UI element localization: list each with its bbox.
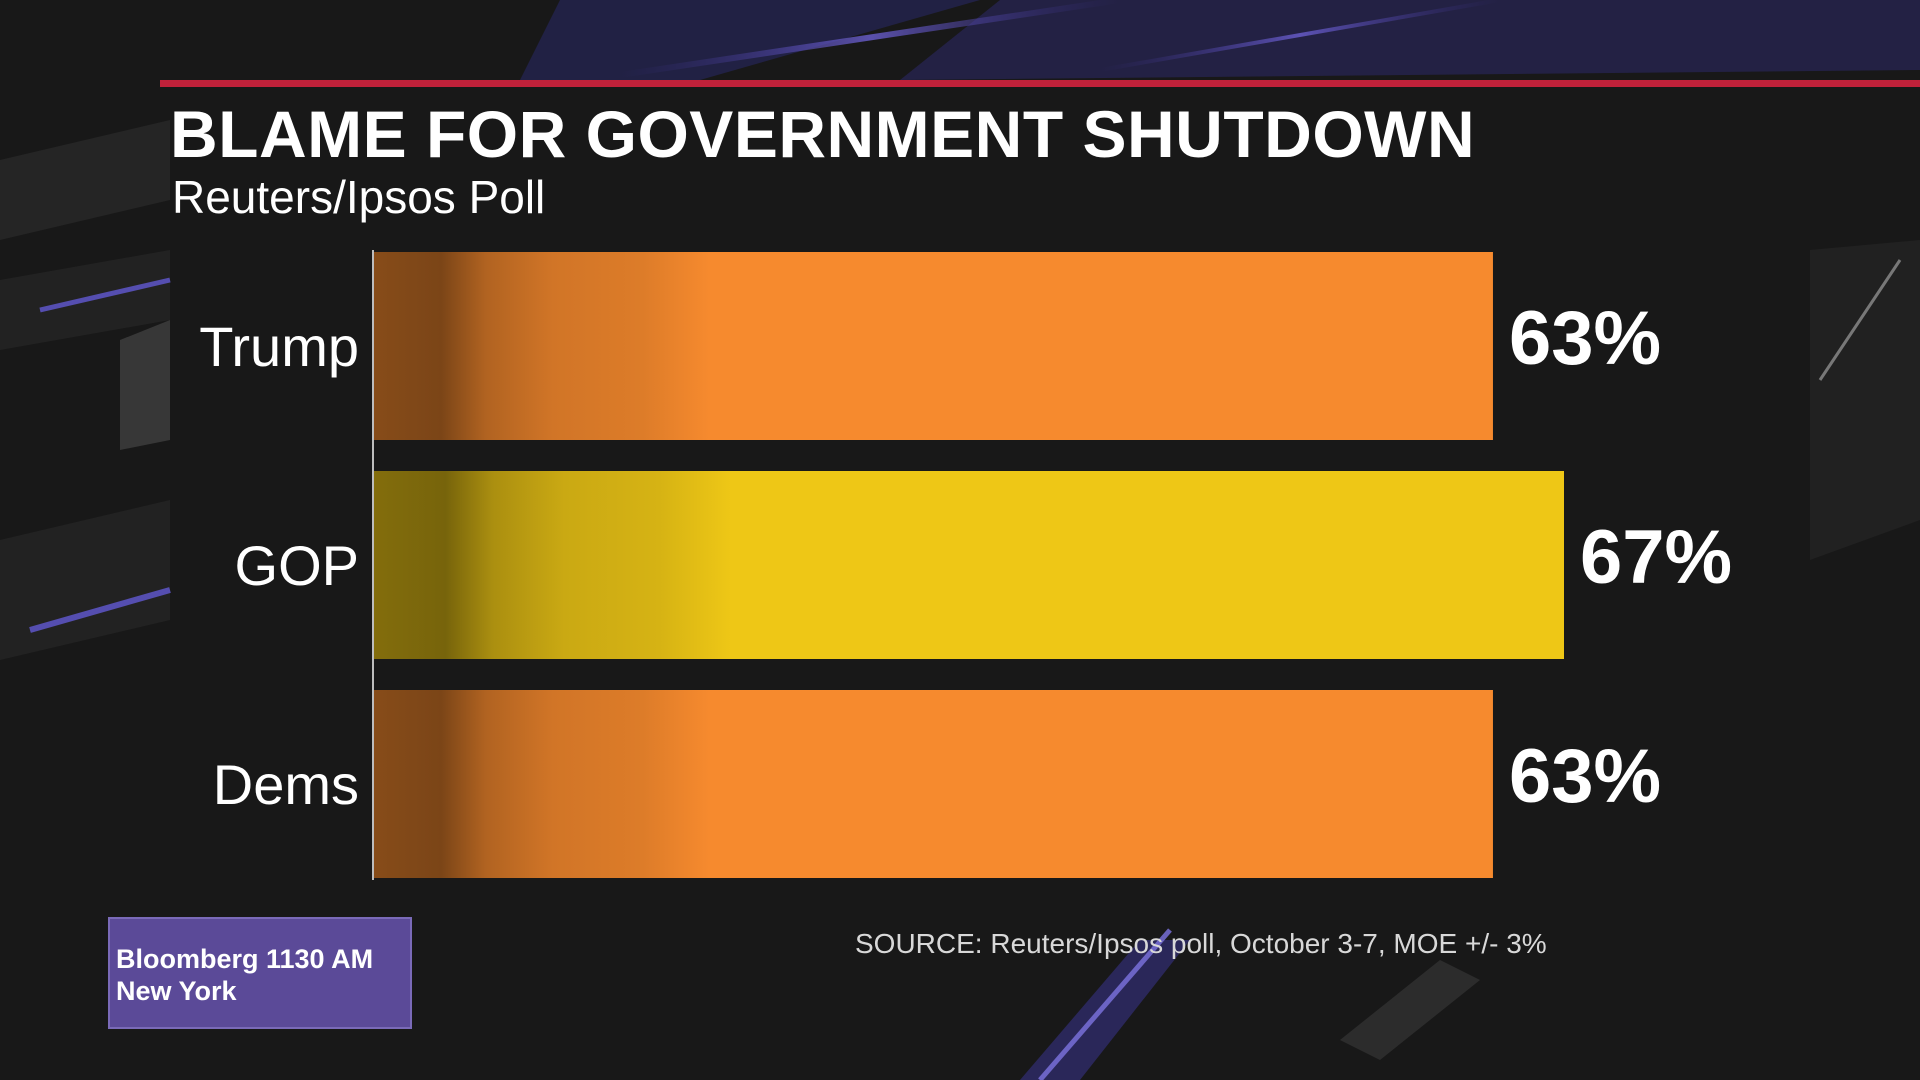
station-bug: Bloomberg 1130 AM New York <box>108 917 412 1029</box>
chart-title: BLAME FOR GOVERNMENT SHUTDOWN <box>170 97 1476 171</box>
bar-trump <box>374 252 1493 440</box>
category-label-trump: Trump <box>199 315 359 378</box>
source-note: SOURCE: Reuters/Ipsos poll, October 3-7,… <box>855 928 1547 959</box>
bars-layer: Trump 63% GOP 67% Dems 63% <box>199 252 1732 878</box>
bar-gop <box>374 471 1564 659</box>
chart-subtitle: Reuters/Ipsos Poll <box>172 171 546 223</box>
category-label-gop: GOP <box>235 534 359 597</box>
accent-rule <box>160 80 1920 87</box>
bar-dems <box>374 690 1493 878</box>
station-bug-line1: Bloomberg 1130 AM <box>116 944 374 974</box>
value-label-dems: 63% <box>1509 734 1661 819</box>
station-bug-line2: New York <box>116 976 237 1006</box>
category-label-dems: Dems <box>213 753 359 816</box>
value-label-trump: 63% <box>1509 296 1661 381</box>
value-label-gop: 67% <box>1580 515 1732 600</box>
